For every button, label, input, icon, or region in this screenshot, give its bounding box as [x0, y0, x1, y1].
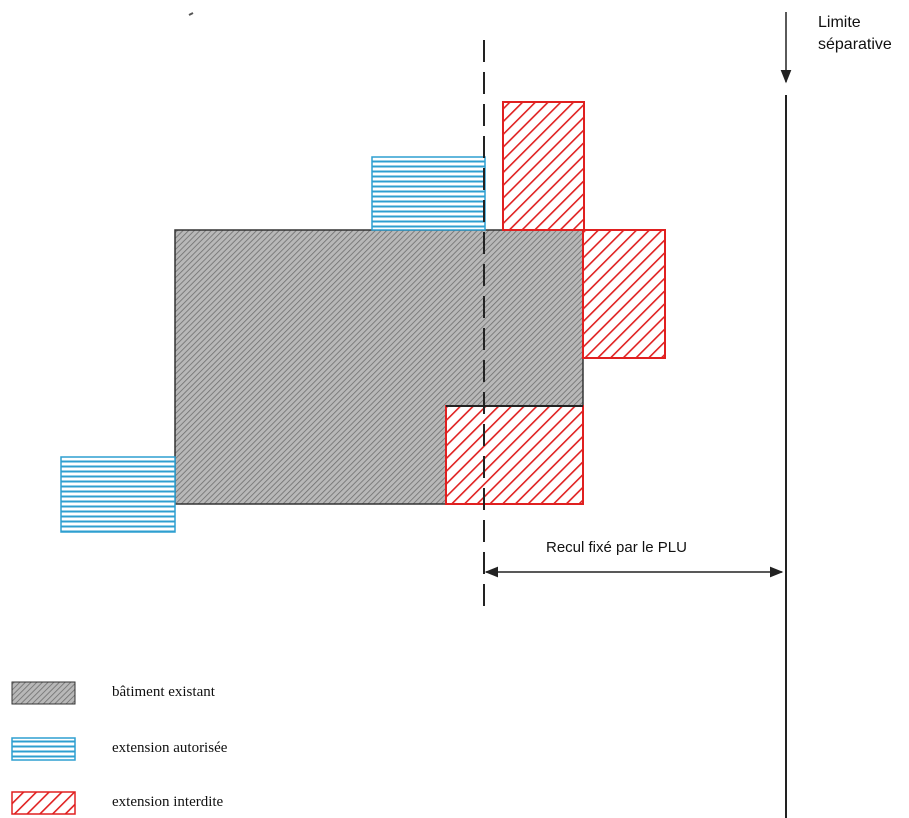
legend-swatch-allowed	[11, 737, 76, 761]
limite-label-line1: Limite	[818, 14, 861, 31]
limite-label-line2: séparative	[818, 36, 892, 53]
forbidden-extension-top	[502, 101, 585, 231]
forbidden-extension-inner	[445, 405, 584, 505]
legend-label-allowed: extension autorisée	[112, 740, 228, 756]
legend-label-existing: bâtiment existant	[112, 684, 215, 700]
legend-label-forbidden: extension interdite	[112, 794, 224, 810]
allowed-extension-top	[371, 156, 486, 231]
limite-separative-label: Limite séparative	[818, 12, 892, 56]
legend-swatch-existing	[11, 681, 76, 705]
stray-mark	[188, 12, 194, 16]
recul-label: Recul fixé par le PLU	[546, 539, 687, 556]
allowed-extension-left	[60, 456, 176, 533]
forbidden-extension-right	[582, 229, 666, 359]
legend-swatch-forbidden	[11, 791, 76, 815]
